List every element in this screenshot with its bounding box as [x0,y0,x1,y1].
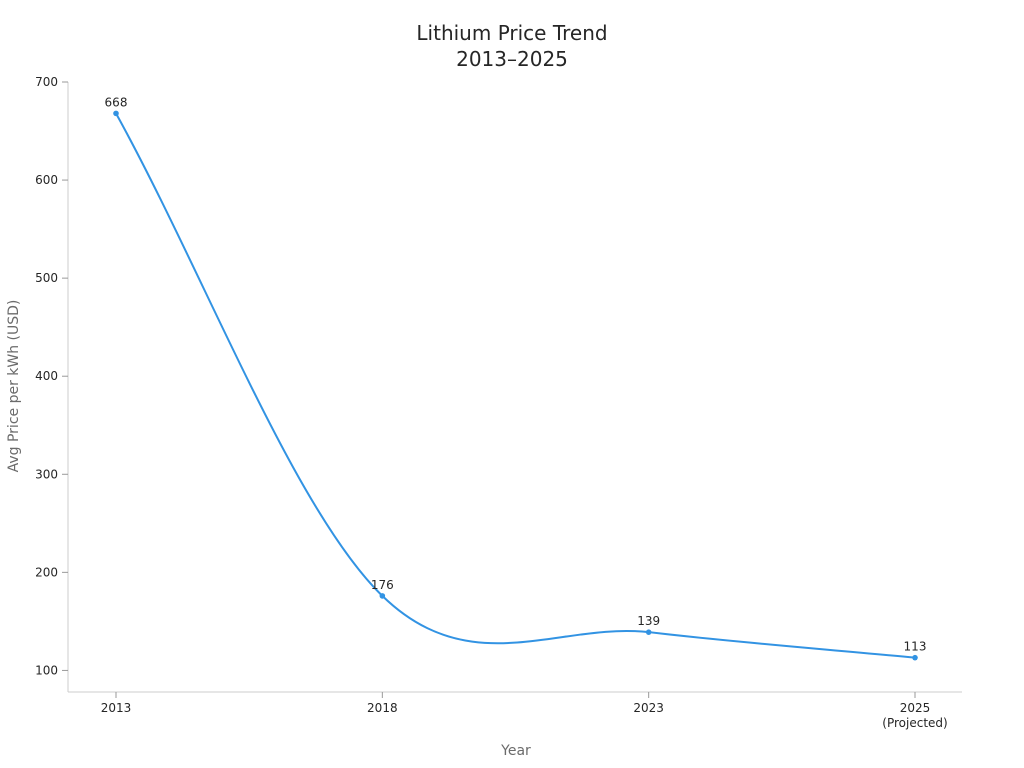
chart-title-line-2: 2013–2025 [456,47,568,71]
series-layer: 668 176 139 113 [105,95,927,661]
y-tick-label: 700 [35,75,58,89]
data-point [113,110,119,117]
y-tick-label: 600 [35,173,58,187]
data-point [379,593,386,599]
data-label: 176 [371,578,394,592]
x-tick-label: 2023 [633,701,664,715]
data-label: 113 [904,640,927,654]
y-axis-ticks: 100 200 300 400 500 600 700 [35,75,68,677]
chart-title-line-1: Lithium Price Trend [416,21,607,45]
y-axis-title: Avg Price per kWh (USD) [6,300,22,473]
y-tick-label: 400 [35,369,58,383]
x-axis-ticks: 2013 2018 2023 2025(Projected) [101,692,948,730]
data-label: 668 [105,95,128,109]
data-point [912,654,918,661]
y-tick-label: 500 [35,271,58,285]
data-label: 139 [637,614,660,628]
x-tick-label: 2013 [101,701,132,715]
x-axis-title: Year [500,743,531,759]
series-line [115,112,916,659]
data-point [645,629,652,635]
x-tick-label: 2018 [367,701,398,715]
y-tick-label: 200 [35,565,58,579]
y-tick-label: 300 [35,467,58,481]
x-tick-label: 2025 [900,701,931,715]
x-tick-sublabel: (Projected) [882,716,947,730]
y-tick-label: 100 [35,663,58,677]
